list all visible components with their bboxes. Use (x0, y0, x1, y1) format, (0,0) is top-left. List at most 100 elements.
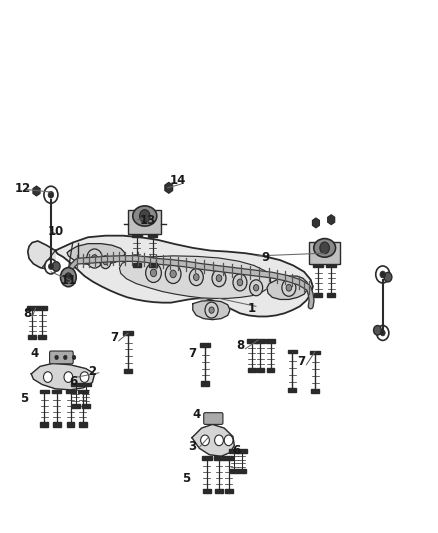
Circle shape (146, 263, 161, 282)
Circle shape (64, 356, 67, 360)
Text: 1: 1 (247, 302, 255, 314)
Circle shape (65, 273, 72, 281)
Polygon shape (328, 215, 335, 224)
Bar (67, 422, 74, 426)
Bar (52, 390, 61, 393)
Bar (313, 264, 323, 267)
Bar (237, 449, 247, 453)
Text: 6: 6 (70, 375, 78, 387)
Circle shape (282, 279, 296, 296)
Circle shape (92, 255, 98, 262)
Text: 2: 2 (88, 366, 96, 378)
Circle shape (380, 330, 385, 336)
Circle shape (377, 326, 389, 341)
Bar (53, 422, 60, 426)
Circle shape (224, 435, 233, 446)
Bar (214, 456, 224, 459)
Bar (224, 456, 233, 459)
Bar (267, 368, 275, 372)
Circle shape (80, 372, 89, 382)
Circle shape (374, 326, 381, 335)
Bar (327, 293, 335, 297)
Circle shape (140, 209, 150, 222)
Bar (72, 403, 80, 408)
FancyBboxPatch shape (49, 351, 73, 364)
Bar (39, 390, 49, 393)
Bar (82, 403, 90, 408)
Bar (266, 339, 276, 343)
Text: 13: 13 (140, 214, 156, 227)
Text: 7: 7 (188, 347, 197, 360)
Bar (78, 390, 88, 393)
Bar (230, 469, 238, 473)
Circle shape (209, 307, 214, 313)
Ellipse shape (133, 206, 157, 226)
Bar (202, 456, 212, 459)
Polygon shape (313, 218, 319, 228)
Bar (66, 390, 75, 393)
Bar (37, 306, 47, 310)
Circle shape (237, 279, 243, 286)
Bar (225, 489, 233, 493)
Ellipse shape (314, 239, 336, 257)
Bar (230, 449, 239, 453)
Circle shape (286, 285, 292, 291)
Circle shape (376, 266, 390, 283)
Bar (311, 389, 319, 393)
Bar (40, 422, 48, 426)
Circle shape (384, 272, 392, 282)
Circle shape (205, 302, 218, 318)
Text: 4: 4 (30, 347, 39, 360)
Circle shape (215, 435, 223, 446)
Polygon shape (67, 244, 125, 265)
Circle shape (254, 285, 259, 291)
Text: 8: 8 (237, 339, 245, 352)
Polygon shape (267, 276, 307, 300)
Bar (288, 350, 297, 353)
FancyBboxPatch shape (204, 413, 223, 424)
Bar (247, 339, 257, 343)
Bar (310, 351, 320, 354)
Circle shape (49, 263, 53, 270)
Bar (132, 234, 142, 237)
Circle shape (216, 275, 222, 281)
Circle shape (233, 274, 247, 291)
Text: 11: 11 (61, 273, 77, 287)
Bar (124, 369, 132, 373)
Bar (215, 489, 223, 493)
Bar (201, 381, 209, 385)
Bar (248, 368, 256, 372)
Text: 3: 3 (188, 440, 197, 453)
Circle shape (165, 264, 181, 284)
Circle shape (194, 274, 199, 280)
Circle shape (250, 280, 263, 296)
Circle shape (100, 256, 111, 269)
Bar (71, 383, 81, 386)
Polygon shape (28, 241, 55, 269)
Bar (200, 343, 210, 347)
Bar (38, 335, 46, 340)
Circle shape (380, 271, 385, 278)
Bar (124, 331, 133, 335)
Text: 8: 8 (23, 307, 32, 320)
Circle shape (150, 269, 157, 277)
Circle shape (43, 372, 52, 382)
Text: 10: 10 (48, 224, 64, 238)
Circle shape (72, 356, 76, 360)
Bar (133, 263, 141, 267)
Text: 5: 5 (182, 472, 190, 485)
Circle shape (189, 269, 203, 286)
Polygon shape (31, 364, 95, 390)
Circle shape (87, 249, 102, 268)
Text: 12: 12 (14, 182, 31, 195)
Circle shape (45, 259, 57, 274)
Text: 9: 9 (262, 251, 270, 264)
Text: 5: 5 (20, 392, 28, 405)
Bar (128, 209, 161, 233)
Circle shape (170, 270, 177, 278)
Bar (149, 263, 156, 267)
Bar (256, 339, 265, 343)
Circle shape (52, 262, 60, 271)
Bar (288, 387, 296, 392)
Text: 7: 7 (297, 355, 306, 368)
